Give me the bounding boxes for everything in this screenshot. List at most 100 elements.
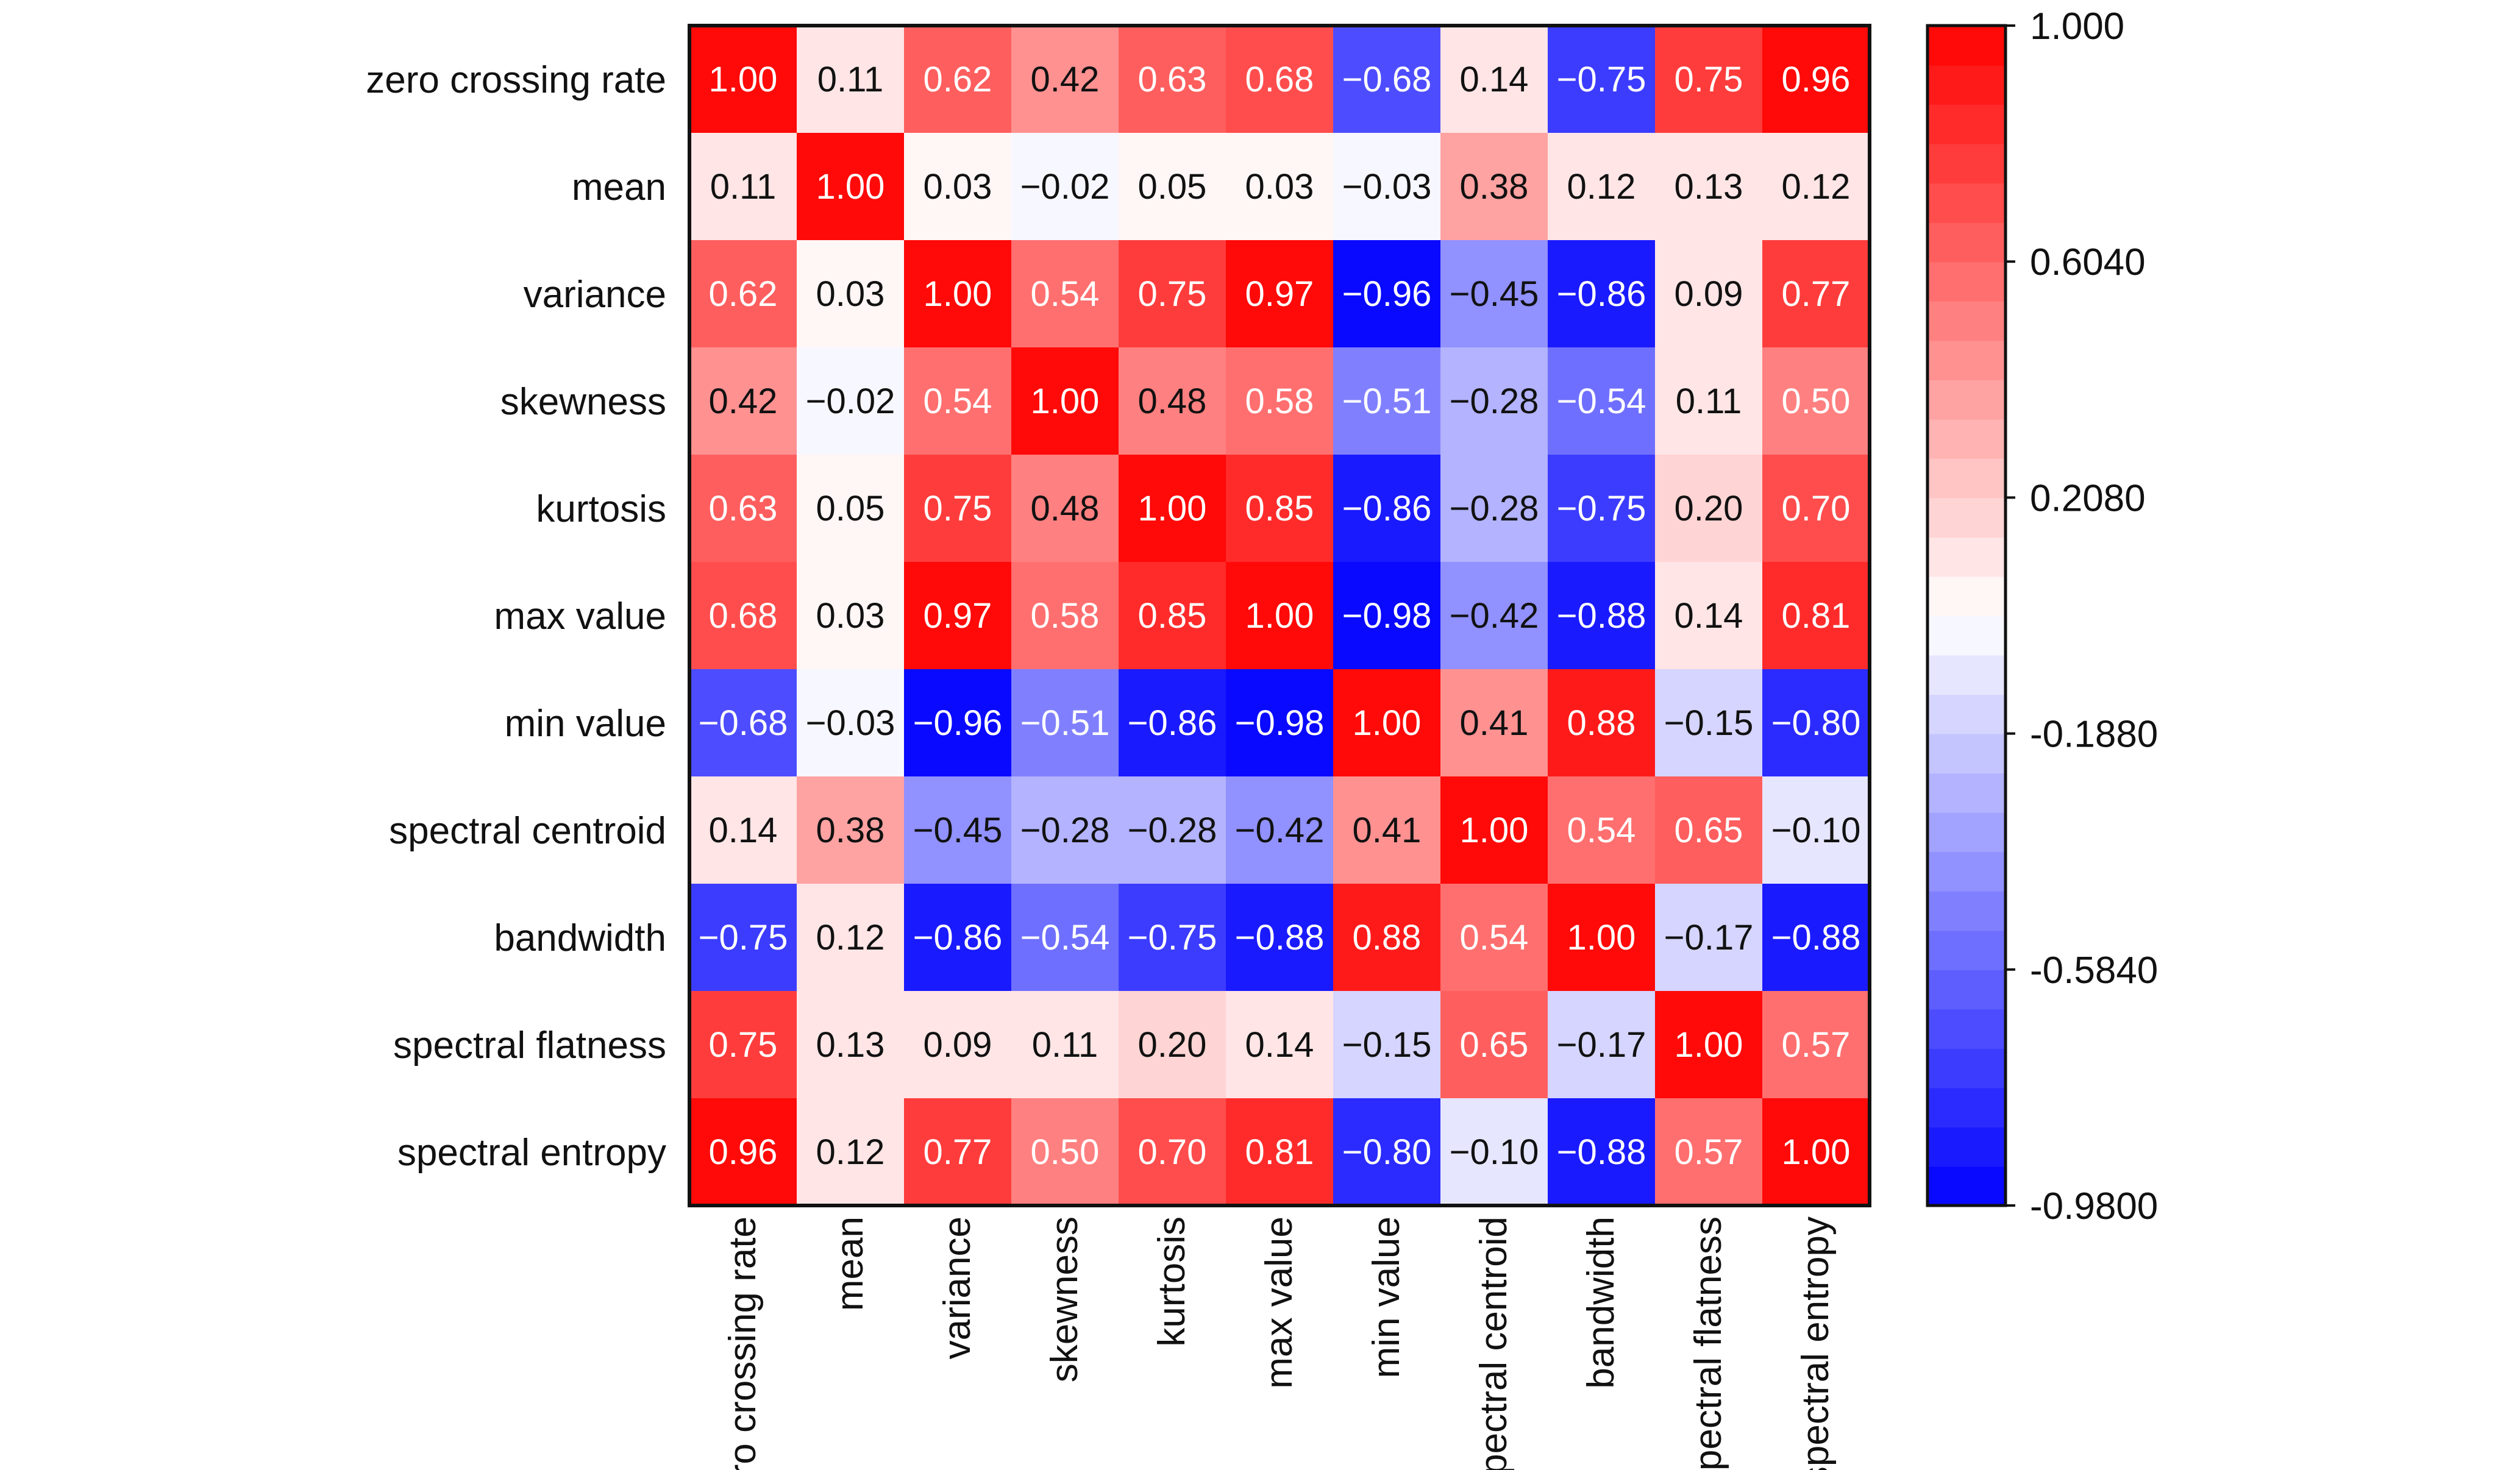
- colorbar-segment: [1927, 694, 2006, 734]
- colorbar-segment: [1927, 419, 2006, 459]
- heatmap-cell: [1440, 776, 1548, 884]
- cell-value-label: −0.03: [1342, 167, 1432, 207]
- heatmap-cell: [1333, 347, 1441, 455]
- cell-value-label: −0.45: [913, 811, 1003, 850]
- colorbar-segment: [1927, 143, 2006, 184]
- cell-value-label: −0.88: [1557, 596, 1646, 636]
- heatmap-cell: [1333, 133, 1441, 241]
- heatmap-cell: [1655, 991, 1763, 1099]
- heatmap-cell: [1226, 884, 1334, 992]
- cell-value-label: 0.03: [816, 596, 885, 636]
- cell-value-label: 0.62: [924, 60, 992, 99]
- heatmap-cell: [1333, 455, 1441, 563]
- cell-value-label: 0.11: [710, 167, 777, 207]
- heatmap-cell: [1655, 240, 1763, 348]
- colorbar-tick-label: 1.000: [2030, 5, 2124, 48]
- heatmap-cell: [1333, 240, 1441, 348]
- cell-value-label: −0.28: [1450, 489, 1539, 528]
- row-label: variance: [524, 274, 666, 316]
- cell-value-label: −0.02: [806, 382, 895, 421]
- cell-value-label: −0.02: [1020, 167, 1110, 207]
- heatmap-cell: [904, 884, 1012, 992]
- colorbar-segment: [1927, 890, 2006, 931]
- heatmap-cell: [1440, 240, 1548, 348]
- heatmap-cell: [1655, 1098, 1763, 1206]
- heatmap-cell: [689, 455, 797, 563]
- heatmap-cell: [1762, 991, 1870, 1099]
- cell-value-label: 1.00: [1245, 596, 1314, 636]
- cell-value-label: 0.65: [1460, 1025, 1529, 1065]
- colorbar-segment: [1927, 104, 2006, 144]
- colorbar-segment: [1927, 222, 2006, 263]
- cell-value-label: 0.65: [1675, 811, 1743, 850]
- heatmap-cell: [1226, 347, 1334, 455]
- cell-value-label: 0.14: [1245, 1025, 1314, 1065]
- heatmap-cell: [689, 133, 797, 241]
- cell-value-label: 0.54: [1460, 918, 1529, 957]
- heatmap-cell: [1226, 26, 1334, 133]
- colorbar-segment: [1927, 497, 2006, 538]
- heatmap-cell: [1440, 884, 1548, 992]
- cell-value-label: 1.00: [1138, 489, 1207, 528]
- cell-value-label: 0.85: [1245, 489, 1314, 528]
- heatmap-cell: [1119, 884, 1226, 992]
- cell-value-label: 0.50: [1031, 1132, 1100, 1172]
- heatmap-cell: [689, 669, 797, 777]
- cell-value-label: 0.58: [1031, 596, 1100, 636]
- colorbar-segment: [1927, 300, 2006, 341]
- heatmap-cell: [1762, 347, 1870, 455]
- colorbar-segment: [1927, 1126, 2006, 1167]
- heatmap-cell: [904, 562, 1012, 670]
- cell-value-label: 0.12: [1782, 167, 1851, 207]
- heatmap-cell: [1226, 455, 1334, 563]
- heatmap-cell: [1440, 26, 1548, 133]
- heatmap-cell: [797, 562, 905, 670]
- cell-value-label: −0.86: [1557, 274, 1646, 314]
- cell-value-label: 0.48: [1138, 382, 1207, 421]
- heatmap-cell: [1548, 1098, 1656, 1206]
- column-label: min value: [1365, 1216, 1408, 1378]
- colorbar-segment: [1927, 1048, 2006, 1088]
- cell-value-label: 0.81: [1245, 1132, 1314, 1172]
- cell-value-label: 1.00: [1353, 703, 1422, 743]
- cell-value-label: 0.63: [1138, 60, 1207, 99]
- heatmap-cell: [1762, 562, 1870, 670]
- heatmap-cell: [1333, 884, 1441, 992]
- heatmap-cell: [1655, 26, 1763, 133]
- colorbar-segment: [1927, 616, 2006, 656]
- heatmap-cell: [1762, 669, 1870, 777]
- heatmap-cell: [904, 991, 1012, 1099]
- heatmap-cell: [1119, 1098, 1226, 1206]
- heatmap-cell: [1762, 776, 1870, 884]
- heatmap-cell: [1655, 455, 1763, 563]
- heatmap-frame: [688, 24, 1871, 1207]
- heatmap-cell: [1011, 240, 1119, 348]
- cell-value-label: 0.54: [924, 382, 992, 421]
- cell-value-label: 0.97: [924, 596, 992, 636]
- cell-value-label: −0.54: [1557, 382, 1646, 421]
- heatmap-cell-labels: 1.00 0.11 0.62 0.42 0.63 0.68 −0.68 0.14 −0.75 0.…: [699, 60, 1861, 1172]
- column-label: spectral flatness: [1687, 1216, 1729, 1470]
- colorbar-segment: [1927, 183, 2006, 223]
- heatmap-cell: [1762, 455, 1870, 563]
- cell-value-label: −0.88: [1235, 918, 1325, 957]
- heatmap-cell: [689, 991, 797, 1099]
- cell-value-label: 0.70: [1782, 489, 1851, 528]
- colorbar-ticks: 1.000 0.6040 0.2080 -0.1880 -0.5840 -0.9800: [2006, 5, 2158, 1227]
- heatmap-cell: [1548, 133, 1656, 241]
- cell-value-label: 0.81: [1782, 596, 1851, 636]
- cell-value-label: −0.80: [1771, 703, 1861, 743]
- cell-value-label: 1.00: [1031, 382, 1100, 421]
- heatmap-cell: [689, 562, 797, 670]
- cell-value-label: −0.98: [1342, 596, 1432, 636]
- row-label: bandwidth: [494, 917, 666, 959]
- heatmap-cell: [1011, 455, 1119, 563]
- heatmap-cell: [1119, 562, 1226, 670]
- cell-value-label: −0.80: [1342, 1132, 1432, 1172]
- cell-value-label: 1.00: [1460, 811, 1529, 850]
- column-labels: zero crossing rate mean variance skewness ku…: [722, 1216, 1837, 1470]
- row-label: spectral entropy: [397, 1132, 666, 1174]
- heatmap-cell: [1011, 884, 1119, 992]
- heatmap-cell: [797, 26, 905, 133]
